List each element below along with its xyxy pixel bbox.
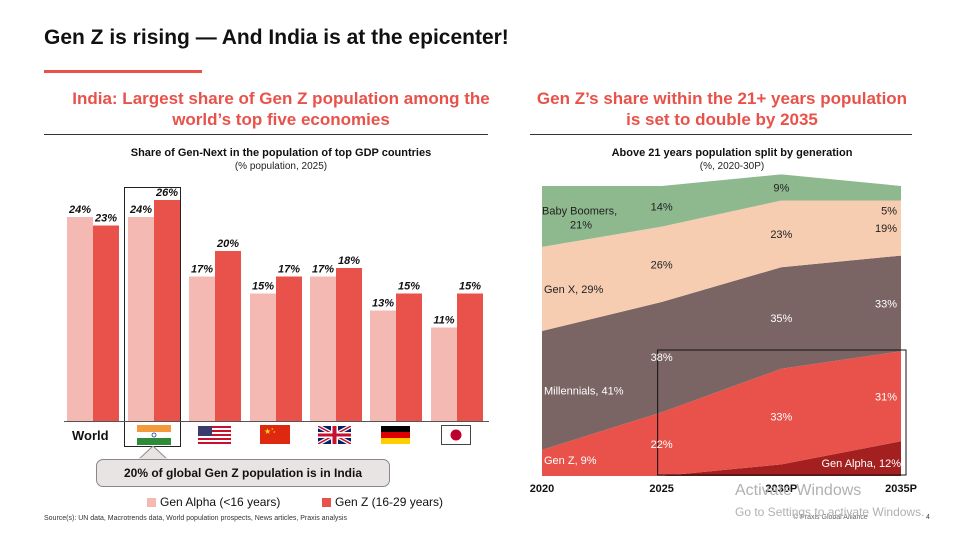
india-gen-z-callout: 20% of global Gen Z population is in Ind… <box>96 459 390 487</box>
svg-text:★: ★ <box>273 430 276 434</box>
bar-world-gen-alpha <box>67 217 93 421</box>
bar-japan-gen-z <box>457 293 483 421</box>
area-label: Baby Boomers, <box>542 205 617 217</box>
bar-germany-gen-alpha <box>370 310 396 421</box>
area-label: 35% <box>770 313 792 325</box>
bar-india-gen-z <box>154 200 180 421</box>
bar-label: 13% <box>372 298 394 310</box>
area-label: 33% <box>770 412 792 424</box>
area-millennials <box>542 255 901 450</box>
world-label: World <box>72 428 109 443</box>
activate-windows-hint: Go to Settings to activate Windows. <box>735 505 925 519</box>
footer-brand: © Praxis Global Alliance <box>793 514 868 521</box>
x-tick-label: 2030P <box>765 483 797 495</box>
bar-label: 17% <box>278 264 300 276</box>
area-label: Gen X, 29% <box>544 284 604 296</box>
legend-gen-alpha: Gen Alpha (<16 years) <box>147 495 280 509</box>
area-label: 22% <box>651 439 673 451</box>
gen-z-highlight-box <box>657 349 907 476</box>
area-chart-subtitle: (%, 2020-30P) <box>699 161 765 172</box>
bar-chart: 24% 24% 17% 15% 17% 13% 11% 23% 26% 20% 17% 18% 15% 1… <box>67 187 483 421</box>
bar-label: 26% <box>155 187 178 199</box>
area-label: 38% <box>651 352 673 364</box>
bar-world-gen-z <box>93 225 119 421</box>
area-label: 5% <box>881 206 897 218</box>
area-label: 26% <box>651 259 673 271</box>
usa-flag-icon <box>198 426 231 444</box>
area-label: 33% <box>875 298 897 310</box>
bar-chart-subtitle: (% population, 2025) <box>234 161 328 172</box>
bar-usa-gen-alpha <box>189 276 215 421</box>
india-flag-icon <box>137 425 171 445</box>
legend-gen-z: Gen Z (16-29 years) <box>322 495 443 509</box>
bar-label: 20% <box>216 238 239 250</box>
legend-swatch-alpha <box>147 497 156 507</box>
uk-flag-icon <box>318 426 351 444</box>
area-label: 9% <box>773 182 789 194</box>
area-gen-z <box>542 351 901 476</box>
activate-windows-watermark: Activate Windows <box>735 482 862 499</box>
area-gen-alpha <box>542 441 901 476</box>
germany-flag-icon <box>381 426 410 444</box>
bar-usa-gen-z <box>215 251 241 421</box>
area-chart-title: Above 21 years population split by gener… <box>611 147 853 159</box>
svg-text:★: ★ <box>271 427 274 431</box>
area-label: 21% <box>570 219 592 231</box>
slide-title: Gen Z is rising — And India is at the ep… <box>44 26 509 49</box>
bar-label: 11% <box>433 315 454 327</box>
bar-label: 15% <box>252 281 274 293</box>
x-tick-label: 2020 <box>530 483 554 495</box>
legend-label-z: Gen Z (16-29 years) <box>335 495 444 509</box>
bar-label: 17% <box>191 264 213 276</box>
bar-china-gen-alpha <box>250 293 276 421</box>
area-label: 31% <box>875 391 897 403</box>
bar-label: 15% <box>398 281 420 293</box>
x-tick-label: 2035P <box>885 483 917 495</box>
bar-label: 24% <box>129 204 152 216</box>
bar-label: 17% <box>312 264 334 276</box>
right-heading-divider <box>530 134 912 135</box>
page-number: 4 <box>926 514 930 521</box>
right-panel-heading: Gen Z’s share within the 21+ years popul… <box>536 89 908 129</box>
area-label: 23% <box>770 229 792 241</box>
area-gen-x <box>542 200 901 331</box>
bar-china-gen-z <box>276 276 302 421</box>
bar-india-gen-alpha <box>128 217 154 421</box>
bar-label: 24% <box>68 204 91 216</box>
bar-chart-title: Share of Gen-Next in the population of t… <box>130 147 432 159</box>
left-heading-divider <box>44 134 488 135</box>
x-tick-label: 2025 <box>649 483 673 495</box>
bar-label: 15% <box>459 281 481 293</box>
svg-text:★: ★ <box>264 427 271 436</box>
bar-uk-gen-z <box>336 268 362 421</box>
bar-label: 23% <box>94 213 117 225</box>
title-underline <box>44 70 202 73</box>
bar-japan-gen-alpha <box>431 327 457 421</box>
category-axis-line <box>64 421 489 422</box>
bar-uk-gen-alpha <box>310 276 336 421</box>
bar-germany-gen-z <box>396 293 422 421</box>
area-baby-boomers <box>542 174 901 247</box>
source-note: Source(s): UN data, Macrotrends data, Wo… <box>44 515 347 522</box>
japan-flag-icon <box>441 425 471 445</box>
area-label: 14% <box>651 201 673 213</box>
area-label: Millennials, 41% <box>544 385 624 397</box>
bar-label: 18% <box>338 255 360 267</box>
left-panel-heading: India: Largest share of Gen Z population… <box>72 89 490 129</box>
legend-label-alpha: Gen Alpha (<16 years) <box>160 495 281 509</box>
area-label: Gen Z, 9% <box>544 455 597 467</box>
area-label: 19% <box>875 223 897 235</box>
china-flag-icon: ★ ★ ★ <box>260 425 290 444</box>
legend-swatch-z <box>322 497 331 507</box>
area-label: Gen Alpha, 12% <box>821 458 901 470</box>
